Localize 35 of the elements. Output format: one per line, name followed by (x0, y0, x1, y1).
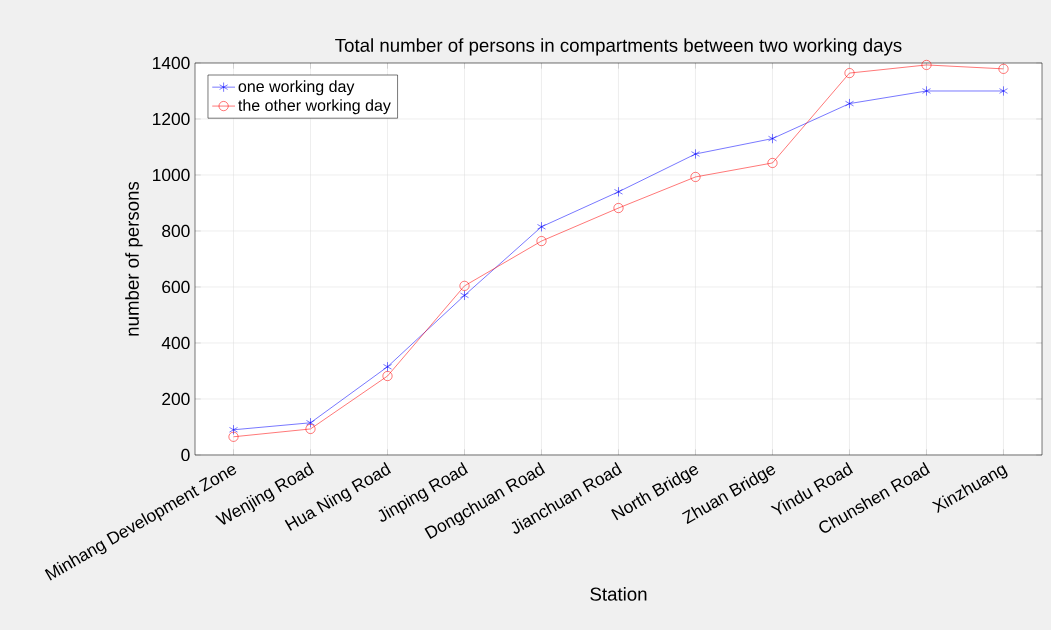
point (999, 86, 1008, 96)
chart-title: Total number of persons in compartments between two working days (335, 38, 902, 56)
point (306, 417, 315, 428)
point (382, 371, 393, 381)
point (844, 68, 855, 79)
point (922, 86, 931, 96)
y-tick-label: 1000 (153, 168, 190, 182)
point (691, 149, 700, 159)
legend-label: one working day (238, 80, 355, 96)
y-tick-label: 0 (181, 448, 190, 462)
y-tick-label: 200 (162, 392, 190, 406)
y-tick-label: 1200 (153, 112, 190, 126)
point (305, 424, 316, 434)
point (613, 203, 624, 213)
point (690, 172, 701, 182)
point (536, 236, 547, 246)
y-tick-label: 800 (162, 224, 190, 238)
y-tick-label: 600 (162, 280, 190, 294)
x-axis-title: Station (590, 587, 647, 601)
legend-label: the other working day (238, 99, 391, 115)
y-tick-label: 1400 (153, 56, 190, 70)
point (768, 133, 777, 144)
point (383, 361, 392, 372)
point (229, 424, 238, 435)
point (459, 280, 470, 291)
point (537, 221, 546, 232)
point (460, 290, 469, 301)
y-axis-title: number of persons (125, 181, 143, 336)
y-tick-label: 400 (161, 336, 190, 350)
point (228, 431, 239, 442)
point (767, 158, 778, 168)
point (921, 60, 932, 70)
point (845, 98, 854, 109)
point (998, 63, 1009, 74)
point (614, 186, 623, 197)
